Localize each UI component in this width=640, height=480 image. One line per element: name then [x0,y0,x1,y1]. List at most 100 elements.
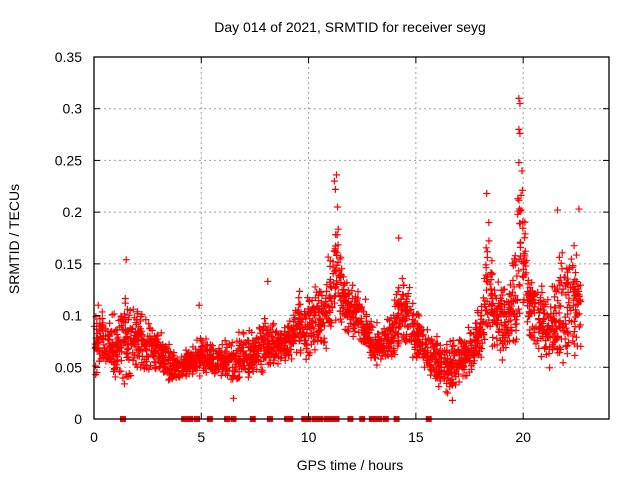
data-point [305,351,313,359]
data-point [404,292,412,300]
data-point [246,347,254,355]
data-point [510,298,518,306]
data-point [444,369,452,377]
data-point [231,354,239,362]
data-point [399,291,407,299]
data-point [385,343,393,351]
data-point [565,265,573,273]
data-point [519,224,527,232]
data-point [326,283,334,291]
data-point [95,346,103,354]
data-point [394,288,402,296]
data-point [554,334,562,342]
data-point [478,339,486,347]
data-point [563,350,571,358]
x-tick-label: 5 [197,429,205,445]
data-point [573,301,581,309]
data-point [118,322,126,330]
data-point [246,360,254,368]
data-point [451,369,459,377]
data-point [528,287,536,295]
data-point [113,340,121,348]
data-point [322,344,330,352]
data-point [537,334,545,342]
data-point [404,309,412,317]
data-point [283,344,291,352]
data-point [508,302,516,310]
data-point [249,337,257,345]
data-point [393,300,401,308]
data-point [395,284,403,292]
data-point [516,130,524,138]
data-point [359,326,367,334]
data-point [494,278,502,286]
data-point [111,373,119,381]
data-point [559,320,567,328]
data-point [122,256,130,264]
data-point [556,317,564,325]
data-point [523,318,531,326]
data-point [333,231,341,239]
data-point [437,359,445,367]
data-point [497,319,505,327]
data-point [203,341,211,349]
data-point [296,349,304,357]
data-point [503,298,511,306]
data-point [493,335,501,343]
data-point [416,346,424,354]
data-point [355,328,363,336]
data-point [571,323,579,331]
data-point [449,336,457,344]
data-point [140,341,148,349]
data-point [499,286,507,294]
data-point [217,371,225,379]
data-point [395,338,403,346]
data-point [313,331,321,339]
data-point [247,362,255,370]
data-point [115,367,123,375]
data-point [126,307,134,315]
data-point [336,315,344,323]
data-point [342,293,350,301]
data-point [536,305,544,313]
data-point [191,354,199,362]
data-point [495,328,503,336]
data-point [576,321,584,329]
data-point [446,337,454,345]
data-point [113,326,121,334]
data-point [421,335,429,343]
data-point [201,353,209,361]
data-point [538,289,546,297]
data-point [520,252,528,260]
data-point [334,203,342,211]
data-point [103,355,111,363]
data-point [510,283,518,291]
data-point [324,315,332,323]
data-point [380,348,388,356]
data-point [382,352,390,360]
data-point [122,371,130,379]
data-point [484,310,492,318]
data-point [565,339,573,347]
data-point [500,285,508,293]
x-tick-label: 20 [515,429,531,445]
data-point [277,354,285,362]
data-point [142,316,150,324]
data-point [138,331,146,339]
data-point [235,362,243,370]
data-point [572,251,580,259]
data-point [409,300,417,308]
data-point [465,358,473,366]
data-point [502,312,510,320]
data-point [546,364,554,372]
data-point [97,322,105,330]
data-point [148,334,156,342]
data-point [488,302,496,310]
data-point [337,253,345,261]
data-point [182,372,190,380]
data-point [215,347,223,355]
data-point [328,319,336,327]
data-point [514,195,522,203]
data-point [153,338,161,346]
data-point [302,355,310,363]
